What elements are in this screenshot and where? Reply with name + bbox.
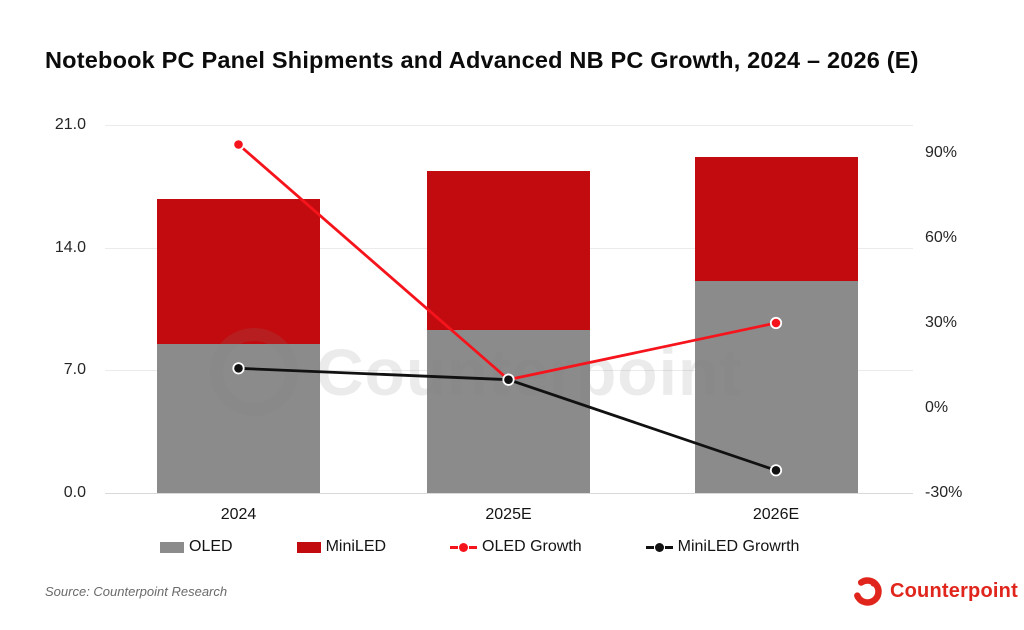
chart-title: Notebook PC Panel Shipments and Advanced… — [45, 47, 919, 73]
bar-stack-2024 — [157, 125, 320, 493]
x-axis-label-2026e: 2026E — [752, 506, 800, 523]
bar-stack-2025e — [427, 125, 590, 493]
legend: OLED MiniLED OLED Growth MiniLED Growrth — [160, 538, 799, 556]
x-axis-label-2025e: 2025E — [485, 506, 532, 523]
legend-line-marker-icon — [645, 542, 673, 552]
counterpoint-logo-text: Counterpoint — [890, 580, 1018, 602]
legend-label: OLED Growth — [482, 538, 582, 555]
bar-segment-oled-2026e — [694, 280, 858, 493]
data-point-miniled-growrth — [502, 373, 515, 386]
legend-dash-icon — [450, 545, 459, 549]
y-axis-tick-right: 60% — [925, 229, 958, 246]
data-point-miniled-growrth — [232, 362, 245, 375]
legend-label: OLED — [189, 538, 233, 555]
legend-dash-icon — [469, 545, 478, 549]
plot-area — [105, 125, 913, 494]
y-axis-tick-left: 14.0 — [54, 238, 86, 256]
bar-segment-oled-2025e — [427, 330, 590, 493]
gridline-horizontal — [105, 125, 913, 126]
legend-dash-icon — [645, 545, 654, 549]
legend-dash-icon — [664, 545, 673, 549]
bar-stack-2026e — [694, 125, 858, 493]
legend-swatch-icon — [160, 541, 184, 553]
y-axis-tick-left: 21.0 — [54, 116, 86, 133]
legend-item-oled: OLED — [160, 538, 233, 556]
source-text: Source: Counterpoint Research — [45, 584, 228, 599]
counterpoint-logo-mark-icon — [853, 577, 882, 606]
bar-segment-miniled-2025e — [427, 170, 590, 331]
legend-label: MiniLED — [325, 538, 387, 555]
y-axis-tick-left: 7.0 — [63, 361, 86, 379]
legend-dot-icon — [459, 542, 469, 552]
legend-item-miniled: MiniLED — [296, 538, 387, 556]
data-point-oled-growth — [769, 316, 783, 330]
legend-item-oled-growth: OLED Growth — [450, 538, 582, 556]
counterpoint-logo: Counterpoint — [852, 576, 1018, 607]
bar-segment-miniled-2024 — [157, 198, 320, 345]
bar-segment-miniled-2026e — [694, 156, 858, 281]
legend-swatch-icon — [296, 541, 321, 553]
line-oled-growth — [237, 143, 777, 382]
data-point-oled-growth — [232, 138, 245, 151]
y-axis-tick-right: -30% — [925, 484, 963, 501]
legend-label: MiniLED Growrth — [677, 538, 800, 555]
y-axis-tick-right: 30% — [925, 314, 958, 331]
gridline-horizontal — [105, 493, 913, 494]
legend-line-marker-icon — [450, 542, 478, 552]
y-axis-tick-left: 0.0 — [63, 484, 86, 501]
data-point-miniled-growrth — [769, 464, 783, 477]
growth-lines-layer — [232, 138, 783, 477]
x-axis-label-2024: 2024 — [220, 506, 257, 523]
y-axis-tick-right: 90% — [925, 144, 958, 161]
legend-dot-icon — [654, 542, 664, 552]
y-axis-tick-right: 0% — [925, 399, 949, 416]
legend-item-miniled-growrth: MiniLED Growrth — [645, 538, 800, 556]
